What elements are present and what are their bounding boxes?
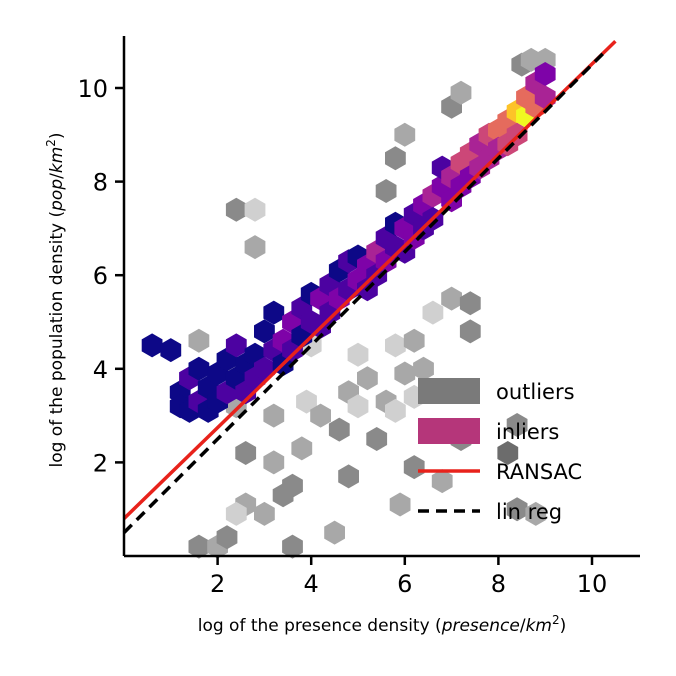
regression-lines [122, 39, 617, 534]
axes [122, 36, 640, 558]
inlier-hexbin [141, 333, 163, 358]
y-axis-label: log of the population density (pop/km2) [44, 132, 67, 467]
outlier-hexbin [413, 356, 434, 381]
y-tick-label: 6 [93, 262, 108, 290]
legend-label-outliers: outliers [496, 380, 575, 404]
outlier-hexbin [282, 473, 303, 498]
x-tick-label: 4 [304, 570, 319, 598]
outlier-hexbin [310, 403, 331, 428]
outlier-hexbin [347, 342, 369, 367]
legend-label-ransac: RANSAC [496, 460, 582, 484]
outlier-hexbin [235, 441, 257, 465]
x-axis-label: log of the presence density (presence/km… [198, 613, 567, 636]
outlier-hexbin [366, 427, 388, 451]
y-tick-label: 4 [93, 356, 108, 384]
legend-swatch-outliers [418, 378, 480, 404]
outlier-hexbin [338, 464, 359, 489]
legend-label-inliers: inliers [496, 420, 559, 444]
outlier-hexbin [506, 413, 528, 437]
tick-marks: 2 4 6 8 10 2 4 6 8 10 [77, 75, 607, 598]
outlier-hexbin [394, 361, 416, 386]
outlier-hexbin [403, 455, 425, 480]
outlier-hexbin [389, 492, 411, 517]
outlier-hexbin [431, 469, 453, 494]
inlier-hexbin [188, 356, 210, 381]
outlier-hexbin [216, 525, 238, 550]
lin-reg-line [122, 49, 608, 534]
legend-swatch-inliers [418, 418, 480, 444]
outlier-hexbin [324, 520, 345, 545]
outlier-hexbin [225, 197, 247, 222]
outlier-hexbin [282, 534, 303, 559]
y-tick-label: 8 [93, 169, 108, 197]
outlier-hexbin [357, 366, 378, 391]
outlier-hexbin [375, 179, 397, 203]
outlier-hexbin [459, 291, 481, 316]
outlier-hexbin [347, 394, 369, 419]
x-tick-label: 2 [210, 570, 225, 598]
outlier-hexbin [244, 197, 266, 222]
x-tick-label: 10 [577, 570, 608, 598]
x-tick-label: 6 [397, 570, 412, 598]
inlier-hexbin [254, 319, 275, 344]
outlier-hexbin [459, 319, 481, 344]
outlier-hexbin [497, 441, 519, 465]
outlier-hexbin [188, 328, 210, 353]
outlier-hexbin [450, 80, 472, 105]
outlier-hexbin [263, 450, 285, 475]
legend-label-lin-reg: lin reg [496, 500, 562, 524]
outlier-hexbin [506, 497, 528, 522]
outlier-hexbin [403, 328, 425, 353]
inlier-hexbins [141, 62, 556, 423]
outlier-hexbin [328, 417, 350, 442]
outlier-hexbin [296, 389, 317, 414]
outlier-hexbin [385, 398, 406, 423]
inlier-hexbin [225, 333, 247, 358]
outlier-hexbin [188, 534, 210, 559]
x-tick-label: 8 [491, 570, 506, 598]
outlier-hexbin [385, 333, 406, 358]
outlier-hexbin [254, 501, 275, 526]
y-tick-label: 10 [77, 75, 108, 103]
outlier-hexbin [394, 122, 416, 147]
y-tick-label: 2 [93, 449, 108, 477]
outlier-hexbin [291, 436, 313, 461]
outlier-hexbin [525, 501, 547, 526]
outlier-hexbin [263, 403, 285, 428]
inlier-hexbin [534, 62, 556, 86]
outlier-hexbin [441, 286, 462, 311]
outlier-hexbin [244, 235, 266, 260]
inlier-hexbin [263, 300, 285, 325]
inlier-hexbin [160, 338, 182, 363]
legend: outliers inliers RANSAC lin reg [418, 378, 582, 524]
outlier-hexbin [225, 501, 247, 526]
outlier-hexbin [422, 300, 444, 325]
outlier-hexbin [385, 146, 406, 171]
